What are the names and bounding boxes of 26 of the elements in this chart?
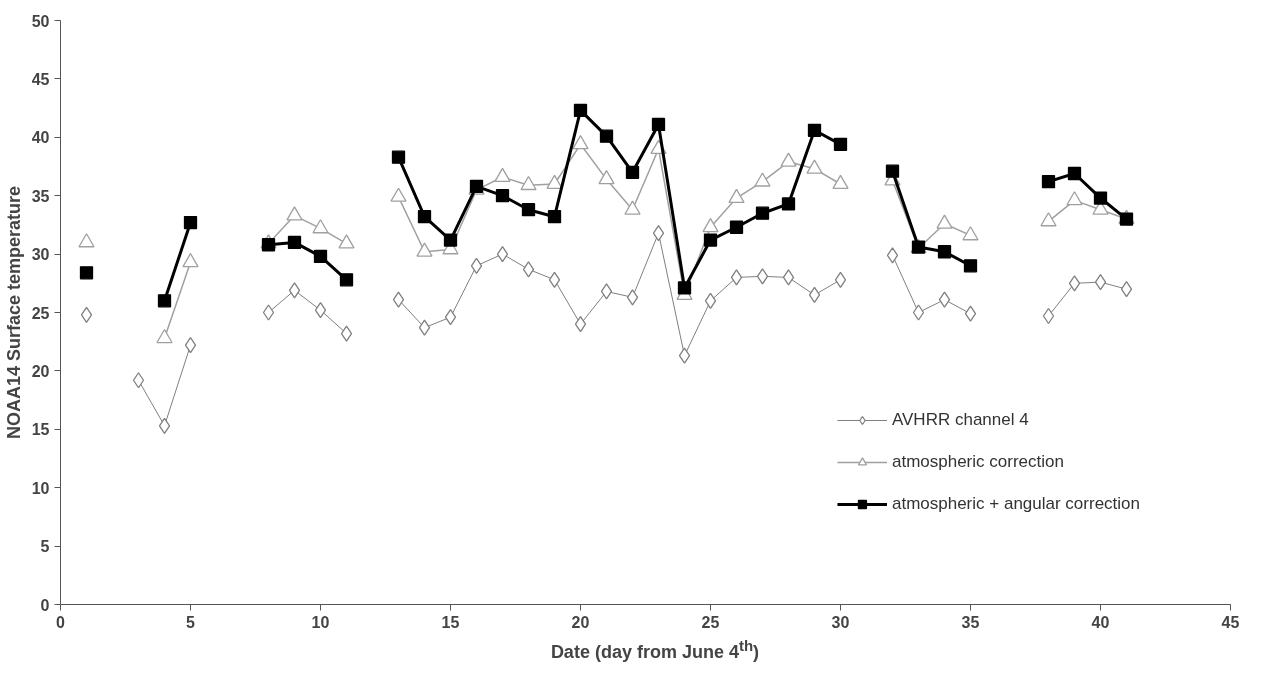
y-tick-label: 15: [31, 421, 50, 439]
y-tick-label: 5: [40, 538, 50, 556]
x-tick-label: 15: [441, 613, 460, 631]
y-tick-label: 10: [31, 479, 50, 497]
y-tick-label: 45: [31, 70, 50, 88]
x-axis-title: Date (day from June 4$^{th}$): [550, 636, 760, 664]
legend-label: atmospheric correction: [891, 452, 1064, 472]
y-tick-label: 0: [40, 596, 50, 614]
x-tick-label: 20: [571, 613, 590, 631]
y-tick-label: 25: [31, 304, 50, 322]
x-tick-label: 45: [1221, 613, 1240, 631]
y-tick-label: 50: [31, 12, 50, 30]
y-axis-title: NOAA14 Surface temperature: [3, 185, 24, 440]
x-tick-label: 10: [311, 613, 330, 631]
y-tick-label: 20: [31, 362, 50, 380]
x-tick-label: 30: [831, 613, 850, 631]
x-tick-label: 40: [1091, 613, 1110, 631]
x-tick-label: 25: [701, 613, 720, 631]
x-tick-label: 0: [56, 613, 66, 631]
y-tick-label: 30: [31, 246, 50, 264]
x-tick-label: 35: [961, 613, 980, 631]
y-tick-label: 40: [31, 129, 50, 147]
x-tick-label: 5: [186, 613, 196, 631]
y-tick-label: 35: [31, 187, 50, 205]
legend-label: AVHRR channel 4: [891, 410, 1029, 430]
legend-label: atmospheric + angular correction: [891, 494, 1140, 514]
